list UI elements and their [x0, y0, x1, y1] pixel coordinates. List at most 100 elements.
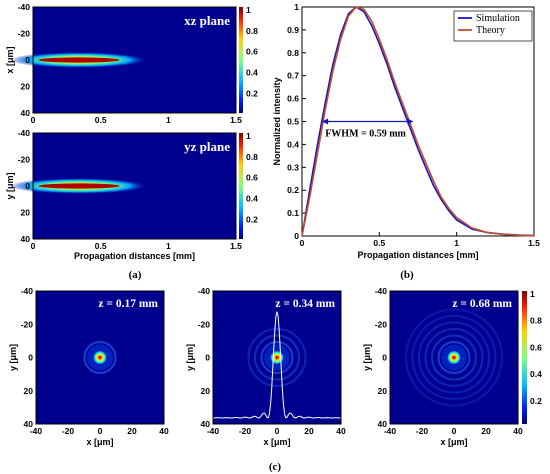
- colorbar-tick-label: 0.4: [246, 68, 258, 78]
- colorbar-tick-label: 0.8: [530, 316, 542, 326]
- x-tick-label: 40: [336, 426, 346, 436]
- x-tick-label: -20: [416, 426, 429, 436]
- x-axis-label: Propagation distances [mm]: [74, 251, 195, 261]
- plot-frame: [32, 132, 237, 240]
- legend-entry: Theory: [476, 25, 505, 36]
- diffraction-ring: [404, 308, 504, 407]
- colorbar-tick-label: 1: [530, 289, 535, 299]
- y-tick-label: 0.3: [287, 162, 299, 172]
- y-tick-label: 20: [21, 208, 31, 218]
- y-axis-label: y [μm]: [5, 172, 15, 199]
- x-axis-label: x [μm]: [263, 437, 290, 447]
- x-tick-label: -40: [384, 426, 397, 436]
- series-line-theory: [301, 6, 535, 237]
- beam-core: [38, 183, 120, 189]
- y-tick-label: -40: [375, 286, 388, 296]
- colorbar: [239, 7, 243, 113]
- diffraction-ring: [437, 340, 471, 375]
- y-tick-label: 0.2: [287, 185, 299, 195]
- caption-b: (b): [400, 269, 414, 281]
- y-axis-label: Normalized intensity: [272, 77, 282, 165]
- y-tick-label: 20: [21, 82, 31, 92]
- x-tick-label: 1: [454, 238, 459, 248]
- plot-title: z = 0.17 mm: [98, 298, 158, 310]
- diffraction-ring: [430, 334, 478, 381]
- y-tick-label: -40: [21, 286, 34, 296]
- colorbar-tick-label: 1: [246, 5, 251, 15]
- y-axis-label: y [μm]: [362, 344, 372, 371]
- y-tick-label: -40: [18, 2, 31, 12]
- x-tick-label: 1.5: [528, 238, 540, 248]
- x-tick-label: 40: [513, 426, 523, 436]
- y-tick-label: -20: [18, 29, 31, 39]
- intensity-profile-panel: 0 0.5 1 1.5 0 0.1 0.2 0.3 0.4 0.5 0.6 0.7 0.8 0.9 1 FWH…: [272, 2, 540, 260]
- fwhm-annotation: FWHM = 0.59 mm: [325, 129, 406, 140]
- colorbar-tick-label: 0.2: [530, 396, 542, 406]
- y-tick-label: 1: [294, 2, 299, 12]
- plot-title: xz plane: [184, 13, 230, 28]
- colorbar-tick-label: 0.2: [246, 88, 258, 98]
- series-line-simulation: [301, 6, 535, 237]
- colorbar-tick-label: 0.6: [246, 173, 258, 183]
- y-tick-label: 20: [378, 386, 388, 396]
- y-tick-label: -40: [18, 128, 31, 138]
- x-axis-label: Propagation distances [mm]: [357, 250, 478, 260]
- y-tick-label: 0.9: [287, 25, 299, 35]
- y-tick-label: -20: [375, 319, 388, 329]
- y-axis-label: y [μm]: [8, 344, 18, 371]
- x-tick-label: 40: [159, 426, 169, 436]
- colorbar-tick-label: 0.8: [246, 26, 258, 36]
- plot-frame: [212, 290, 342, 425]
- x-tick-label: 1.5: [230, 241, 242, 251]
- yz-plane-panel: yz plane 0 0.5 1 1.5 -40 -20 0 20 40 y [μm] Propaga…: [5, 128, 258, 261]
- y-tick-label: 0.1: [287, 208, 299, 218]
- colorbar-tick-label: 1: [246, 131, 251, 141]
- y-tick-label: 0: [28, 353, 33, 363]
- x-tick-label: 0: [98, 426, 103, 436]
- diffraction-ring: [83, 340, 117, 375]
- colorbar: [522, 291, 527, 424]
- x-tick-label: 0: [275, 426, 280, 436]
- xz-plane-panel: xz plane 0 0.5 1 1.5 -40 -20 0 20 40 x [μm] 1 0.8 0.6…: [5, 2, 258, 125]
- y-tick-label: 0: [382, 353, 387, 363]
- x-tick-label: 0: [31, 115, 36, 125]
- y-tick-label: -20: [21, 319, 34, 329]
- plot-frame: [35, 290, 165, 425]
- x-axis-label: x [μm]: [86, 437, 113, 447]
- colorbar-tick-label: 0.6: [246, 47, 258, 57]
- y-tick-label: 20: [24, 386, 34, 396]
- y-tick-label: 0: [25, 55, 30, 65]
- diffraction-ring: [424, 327, 484, 388]
- x-tick-label: 1.5: [230, 115, 242, 125]
- y-tick-label: 40: [21, 234, 31, 244]
- x-tick-label: -20: [62, 426, 75, 436]
- diffraction-ring: [253, 334, 301, 381]
- y-axis-label: y [μm]: [185, 344, 195, 371]
- x-tick-label: 0.5: [95, 115, 107, 125]
- y-tick-label: 0.4: [287, 139, 299, 149]
- legend-entry: Simulation: [476, 13, 520, 24]
- y-tick-label: 0.8: [287, 48, 299, 58]
- colorbar-tick-label: 0.6: [530, 342, 542, 352]
- colorbar-tick-label: 0.2: [246, 214, 258, 224]
- diffraction-ring: [417, 321, 491, 394]
- colorbar-tick-label: 0.8: [246, 152, 258, 162]
- y-tick-label: 40: [21, 108, 31, 118]
- central-spot: [93, 350, 107, 365]
- plot-title: z = 0.34 mm: [275, 298, 335, 310]
- caption-a: (a): [129, 269, 142, 281]
- y-tick-label: 40: [24, 419, 34, 429]
- diffraction-ring: [260, 340, 294, 375]
- y-tick-label: 0: [205, 353, 210, 363]
- y-tick-label: 20: [201, 386, 211, 396]
- central-spot: [270, 350, 284, 365]
- x-axis-label: x [μm]: [440, 437, 467, 447]
- x-tick-label: -40: [30, 426, 43, 436]
- y-tick-label: -20: [18, 155, 31, 165]
- legend-box: [453, 10, 533, 42]
- y-tick-label: 0.6: [287, 94, 299, 104]
- colorbar-tick-label: 0.4: [246, 194, 258, 204]
